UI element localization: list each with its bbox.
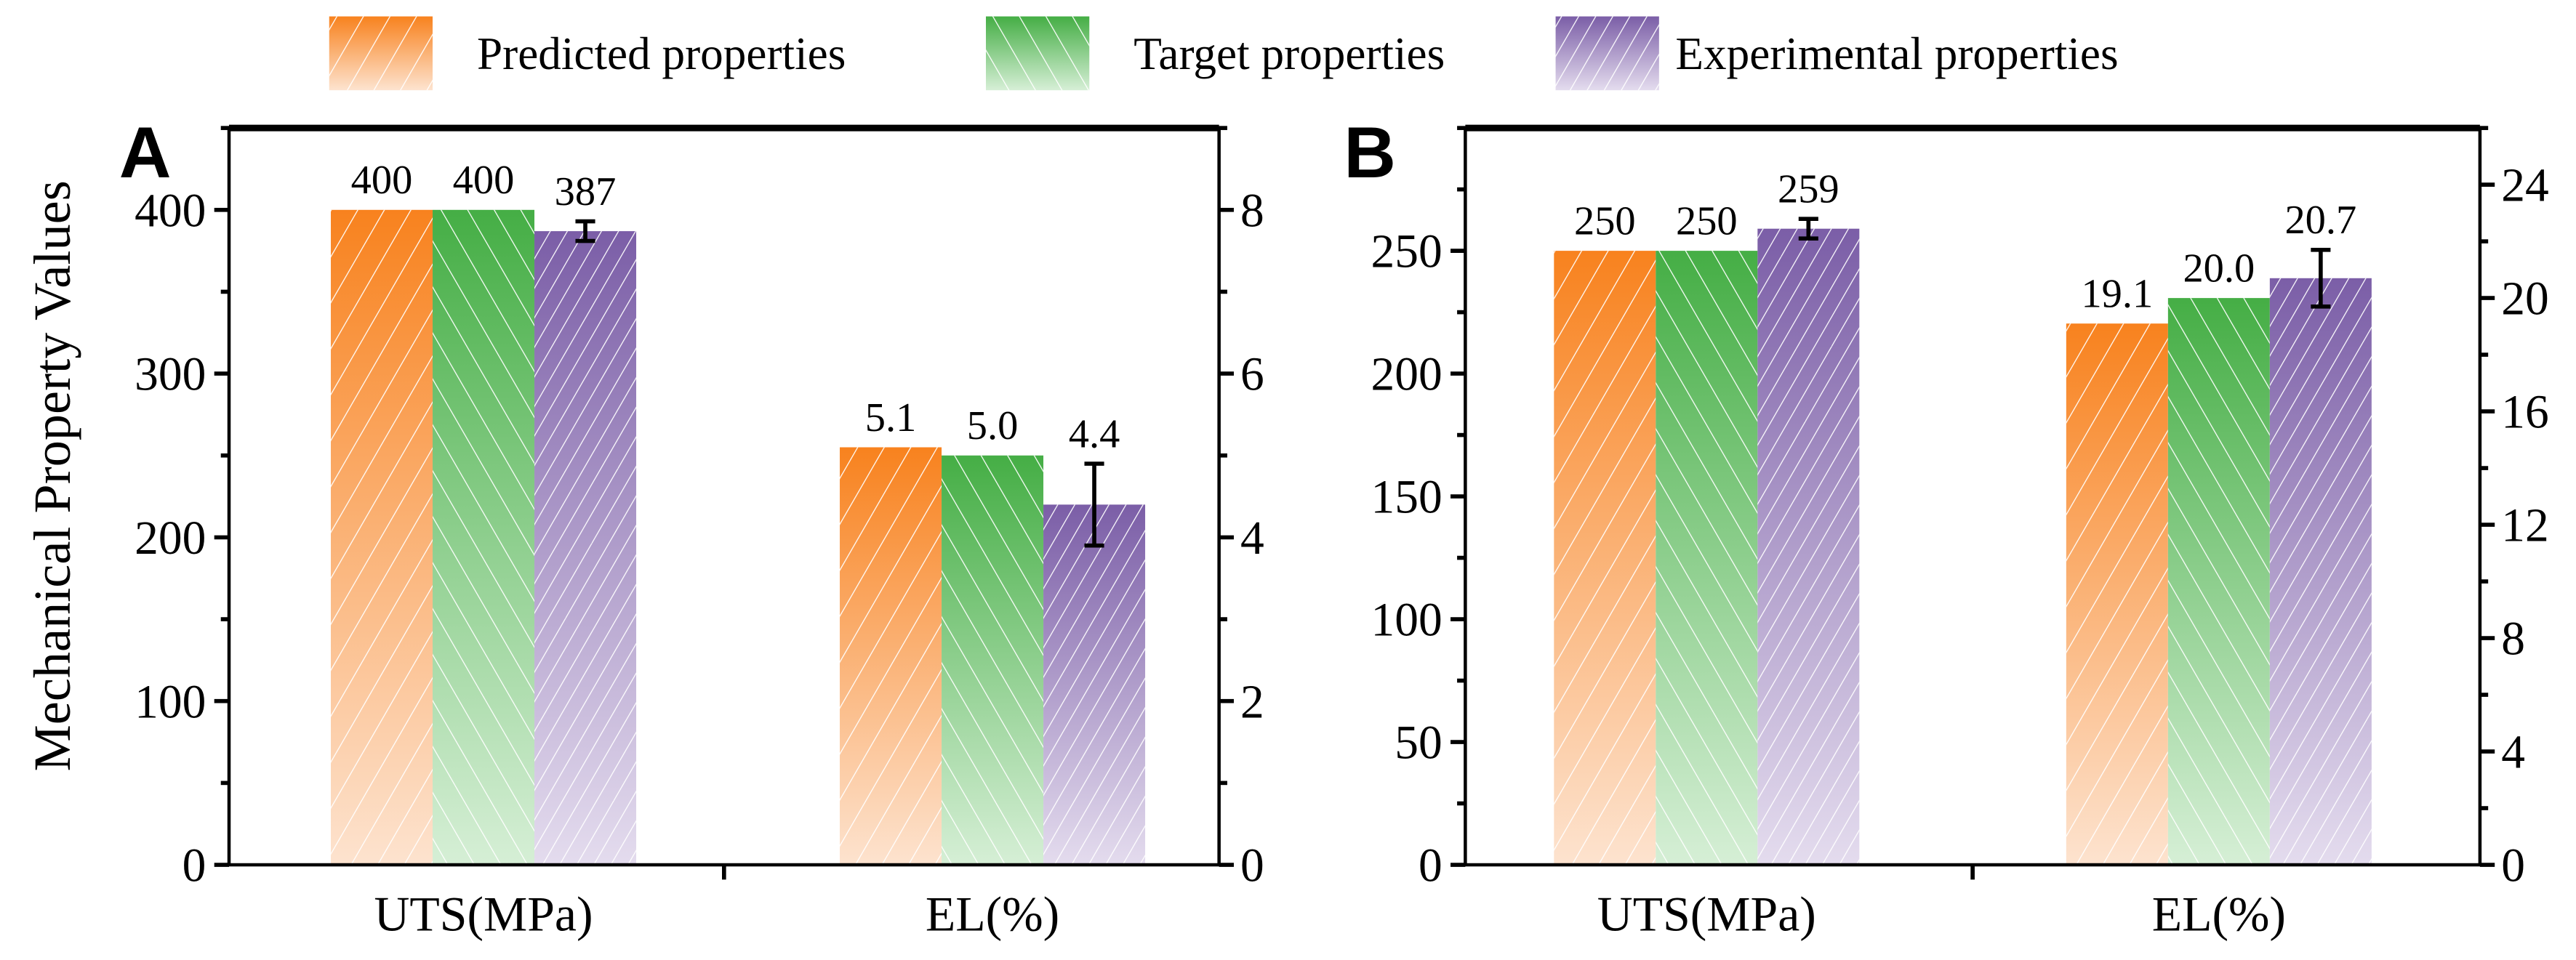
data-label: 20.0 xyxy=(2183,246,2255,291)
bar-hatch xyxy=(840,447,942,866)
data-label: 400 xyxy=(453,158,515,203)
data-label: 4.4 xyxy=(1069,411,1120,456)
y-tick-label: 250 xyxy=(1371,226,1443,278)
y-axis-label: Mechanical Property Values xyxy=(23,180,81,771)
y-tick-label: 150 xyxy=(1371,472,1443,524)
y2-tick-label: 24 xyxy=(2501,160,2548,212)
y-tick-label: 0 xyxy=(182,840,206,892)
category-label: UTS(MPa) xyxy=(374,887,593,941)
bar-hatch xyxy=(2269,278,2372,866)
y2-tick-label: 0 xyxy=(1240,840,1264,892)
bar-hatch xyxy=(942,455,1044,866)
data-label: 250 xyxy=(1574,199,1636,244)
y-tick-label: 100 xyxy=(135,676,206,728)
data-label: 387 xyxy=(555,169,617,214)
y-tick-label: 400 xyxy=(135,185,206,237)
legend-label: Target properties xyxy=(1133,28,1445,79)
y2-tick-label: 16 xyxy=(2501,387,2548,439)
y-tick-label: 0 xyxy=(1419,840,1443,892)
data-label: 400 xyxy=(351,158,413,203)
bar-hatch xyxy=(331,209,433,866)
y2-tick-label: 6 xyxy=(1240,349,1264,401)
category-label: EL(%) xyxy=(926,887,1059,941)
bar-hatch xyxy=(433,209,535,866)
legend: Predicted properties Target properties Exp… xyxy=(329,16,2119,91)
y2-tick-label: 8 xyxy=(1240,185,1264,237)
data-label: 5.1 xyxy=(865,395,917,440)
panel-letter: A xyxy=(119,113,172,193)
bar-hatch xyxy=(2066,323,2168,866)
y-tick-label: 200 xyxy=(1371,349,1443,401)
bar-hatch xyxy=(534,231,637,866)
panel-B: B 250 250 259 UTS(MPa) 19.1 20.0 20.7 EL(%) 0 50 10… xyxy=(1344,113,2548,941)
y2-tick-label: 8 xyxy=(2501,613,2525,666)
y-tick-label: 200 xyxy=(135,512,206,565)
y2-tick-label: 20 xyxy=(2501,273,2548,326)
y-tick-label: 300 xyxy=(135,349,206,401)
y-tick-label: 50 xyxy=(1395,717,1442,770)
bar-hatch xyxy=(1043,504,1146,866)
legend-swatch-hatch xyxy=(986,16,1090,91)
panel-letter: B xyxy=(1344,113,1396,193)
y2-tick-label: 12 xyxy=(2501,500,2548,552)
bar-hatch xyxy=(2167,298,2270,866)
y2-tick-label: 4 xyxy=(2501,727,2525,779)
legend-swatch-hatch xyxy=(1555,16,1659,91)
y2-tick-label: 4 xyxy=(1240,512,1264,565)
y2-tick-label: 2 xyxy=(1240,676,1264,728)
bar-hatch xyxy=(1554,251,1656,866)
bar-hatch xyxy=(1757,228,1860,866)
data-label: 5.0 xyxy=(967,403,1019,448)
data-label: 19.1 xyxy=(2081,272,2153,317)
y2-tick-label: 0 xyxy=(2501,840,2525,892)
category-label: EL(%) xyxy=(2152,887,2286,941)
legend-label: Experimental properties xyxy=(1675,28,2118,79)
bar-hatch xyxy=(1656,251,1758,866)
legend-label: Predicted properties xyxy=(477,28,846,79)
data-label: 259 xyxy=(1778,167,1839,212)
y-tick-label: 100 xyxy=(1371,594,1443,647)
category-label: UTS(MPa) xyxy=(1597,887,1816,941)
data-label: 250 xyxy=(1676,199,1738,244)
legend-swatch-hatch xyxy=(329,16,433,91)
data-label: 20.7 xyxy=(2284,198,2356,243)
